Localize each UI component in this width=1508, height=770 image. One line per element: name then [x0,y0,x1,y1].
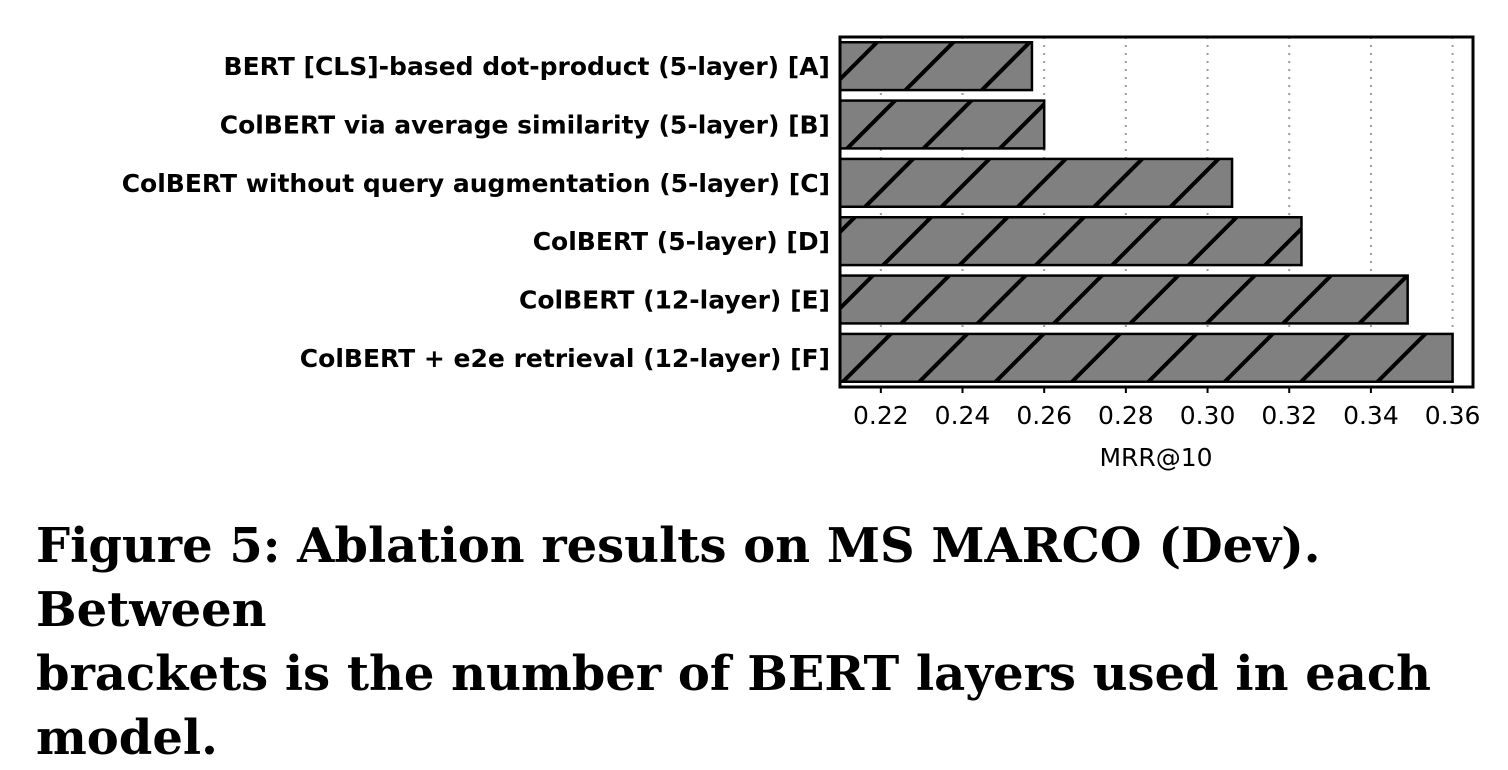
category-label: ColBERT via average similarity (5-layer)… [220,111,830,140]
x-tick-label: 0.34 [1343,401,1399,430]
x-tick-label: 0.24 [935,401,991,430]
x-tick-label: 0.36 [1425,401,1481,430]
category-label: ColBERT + e2e retrieval (12-layer) [F] [300,344,830,373]
x-tick-label: 0.26 [1016,401,1072,430]
bar-0 [838,41,1034,92]
bar-1 [838,99,1046,150]
x-tick-labels: 0.22 0.24 0.26 0.28 0.30 0.32 0.34 0.36 [853,387,1480,430]
bars [838,41,1454,383]
x-tick-label: 0.30 [1180,401,1236,430]
x-tick-label: 0.28 [1098,401,1154,430]
caption-line-1: Figure 5: Ablation results on MS MARCO (… [36,518,1321,638]
figure-caption: Figure 5: Ablation results on MS MARCO (… [36,514,1506,770]
category-label: ColBERT (5-layer) [D] [533,227,830,256]
category-label: ColBERT (12-layer) [E] [519,286,830,315]
x-tick-label: 0.22 [853,401,909,430]
bar-4 [838,274,1409,325]
plot-frame [838,35,1475,389]
x-tick-label: 0.32 [1261,401,1317,430]
ablation-bar-chart: BERT [CLS]-based dot-product (5-layer) [… [122,35,1480,472]
bar-3 [838,216,1303,267]
bar-2 [838,157,1234,209]
bar-5 [838,332,1454,383]
category-label: ColBERT without query augmentation (5-la… [122,169,830,198]
category-labels: BERT [CLS]-based dot-product (5-layer) [… [122,52,830,373]
x-axis-title: MRR@10 [1099,443,1212,472]
caption-line-2: brackets is the number of BERT layers us… [36,646,1431,766]
category-label: BERT [CLS]-based dot-product (5-layer) [… [224,52,830,81]
